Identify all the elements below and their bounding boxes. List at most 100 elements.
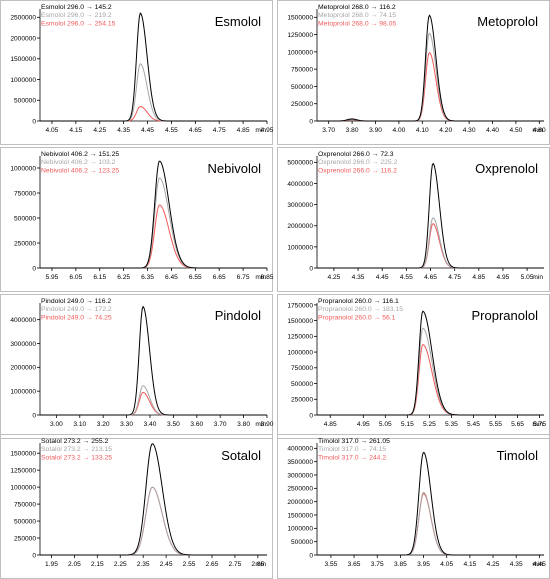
x-unit-label: min <box>532 561 543 568</box>
x-tick-label: 5.55 <box>489 421 502 428</box>
x-tick-label: 4.85 <box>324 421 337 428</box>
x-unit-label: min <box>255 127 266 134</box>
x-tick-label: 3.60 <box>190 421 203 428</box>
y-tick-label: 500000 <box>14 98 36 105</box>
y-tick-label: 2000000 <box>287 499 313 506</box>
x-tick-label: 4.45 <box>376 274 389 281</box>
series-line-timolol-317-0-261-05 <box>317 451 544 556</box>
x-tick-label: 3.50 <box>167 421 180 428</box>
y-tick-label: 1500000 <box>10 451 36 458</box>
x-tick-label: 4.50 <box>509 127 522 134</box>
panel-frame <box>0 294 273 439</box>
y-tick-label: 250000 <box>14 240 36 247</box>
x-tick-label: 4.75 <box>448 274 461 281</box>
series-line-pindolol-249-0-116-2 <box>40 305 267 416</box>
x-tick-label: 4.95 <box>497 274 510 281</box>
legend-entry: Metoprolol 268.0 → 116.2 <box>318 4 396 11</box>
legend-entry: Pindolol 249.0 → 116.2 <box>41 298 111 305</box>
y-tick-label: 500000 <box>291 84 313 91</box>
legend-entry: Propranolol 260.0 → 56.1 <box>318 314 396 321</box>
series-line-sotalol-273-2-213-15 <box>40 486 267 556</box>
y-tick-label: 750000 <box>14 501 36 508</box>
legend-entry: Oxprenolol 266.0 → 116.2 <box>318 167 397 174</box>
legend-entry: Esmolol 296.0 → 254.15 <box>41 20 116 27</box>
y-tick-label: 0 <box>32 265 36 272</box>
y-tick-label: 2000000 <box>10 365 36 372</box>
x-unit-label: min <box>532 274 543 281</box>
y-tick-label: 250000 <box>14 535 36 542</box>
x-tick-label: 4.00 <box>392 127 405 134</box>
x-tick-label: 6.55 <box>189 274 202 281</box>
y-tick-label: 750000 <box>291 67 313 74</box>
y-tick-label: 2500000 <box>287 486 313 493</box>
x-tick-label: 5.65 <box>511 421 524 428</box>
chart-title: Pindolol <box>215 308 261 323</box>
x-tick-label: 3.80 <box>346 127 359 134</box>
x-tick-label: 3.55 <box>324 561 337 568</box>
x-tick-label: 1.95 <box>45 561 58 568</box>
x-tick-label: 3.00 <box>50 421 63 428</box>
legend-entry: Esmolol 296.0 → 145.2 <box>41 4 112 11</box>
y-tick-label: 750000 <box>291 365 313 372</box>
chart-pindolol: 0 1000000 2000000 3000000 4000000 3.00 3.10 3.2… <box>0 294 274 439</box>
x-tick-label: 2.35 <box>137 561 150 568</box>
y-tick-label: 1500000 <box>10 56 36 63</box>
y-tick-label: 3000000 <box>10 341 36 348</box>
series-line-sotalol-273-2-133-25 <box>40 486 267 556</box>
chart-title: Metoprolol <box>477 14 538 29</box>
x-unit-label: min <box>255 421 266 428</box>
chart-timolol: 0 500000 1000000 1500000 2000000 2500000 30000… <box>277 434 550 579</box>
legend-entry: Metoprolol 268.0 → 74.15 <box>318 12 396 19</box>
series-line-nebivolol-406-2-151-25 <box>40 160 267 269</box>
y-tick-label: 1250000 <box>287 32 313 39</box>
chart-title: Oxprenolol <box>475 161 538 176</box>
x-tick-label: 5.15 <box>401 421 414 428</box>
x-tick-label: 6.25 <box>117 274 130 281</box>
x-tick-label: 6.65 <box>213 274 226 281</box>
y-tick-label: 2000000 <box>10 35 36 42</box>
x-unit-label: min <box>532 127 543 134</box>
x-tick-label: 4.05 <box>440 561 453 568</box>
y-tick-label: 0 <box>309 118 313 125</box>
x-tick-label: 6.15 <box>93 274 106 281</box>
y-tick-label: 500000 <box>291 381 313 388</box>
y-tick-label: 1000000 <box>10 165 36 172</box>
x-tick-label: 4.95 <box>357 421 370 428</box>
x-tick-label: 2.55 <box>183 561 196 568</box>
x-tick-label: 4.10 <box>416 127 429 134</box>
legend-entry: Sotalol 273.2 → 255.2 <box>41 438 108 445</box>
legend-entry: Metoprolol 268.0 → 98.05 <box>318 20 396 27</box>
x-tick-label: 2.65 <box>206 561 219 568</box>
x-tick-label: 4.35 <box>510 561 523 568</box>
legend-entry: Pindolol 249.0 → 172.2 <box>41 306 112 313</box>
x-tick-label: 3.40 <box>144 421 157 428</box>
y-tick-label: 3000000 <box>287 202 313 209</box>
panel-frame <box>0 0 273 145</box>
x-tick-label: 5.95 <box>46 274 59 281</box>
series-line-sotalol-273-2-255-2 <box>40 443 267 556</box>
series-line-oxprenolol-266-0-225-2 <box>317 217 544 269</box>
y-tick-label: 4000000 <box>287 181 313 188</box>
y-tick-label: 1500000 <box>287 318 313 325</box>
legend-entry: Sotalol 273.2 → 213.15 <box>41 446 112 453</box>
y-tick-label: 1250000 <box>10 468 36 475</box>
x-tick-label: 3.20 <box>97 421 110 428</box>
legend-entry: Propranolol 260.0 → 116.1 <box>318 298 399 305</box>
x-tick-label: 4.35 <box>117 127 130 134</box>
x-tick-label: 4.75 <box>213 127 226 134</box>
x-tick-label: 4.65 <box>424 274 437 281</box>
series-line-timolol-317-0-244-2 <box>317 493 544 556</box>
legend-entry: Pindolol 249.0 → 74.25 <box>41 314 112 321</box>
y-tick-label: 5000000 <box>287 160 313 167</box>
x-tick-label: 3.85 <box>394 561 407 568</box>
y-tick-label: 0 <box>309 265 313 272</box>
y-tick-label: 500000 <box>14 215 36 222</box>
x-tick-label: 2.75 <box>228 561 241 568</box>
x-tick-label: 4.20 <box>439 127 452 134</box>
x-tick-label: 4.25 <box>487 561 500 568</box>
y-tick-label: 750000 <box>14 190 36 197</box>
x-tick-label: 4.55 <box>165 127 178 134</box>
series-line-metoprolol-268-0-74-15 <box>317 32 544 122</box>
series-line-esmolol-296-0-145-2 <box>40 12 267 122</box>
